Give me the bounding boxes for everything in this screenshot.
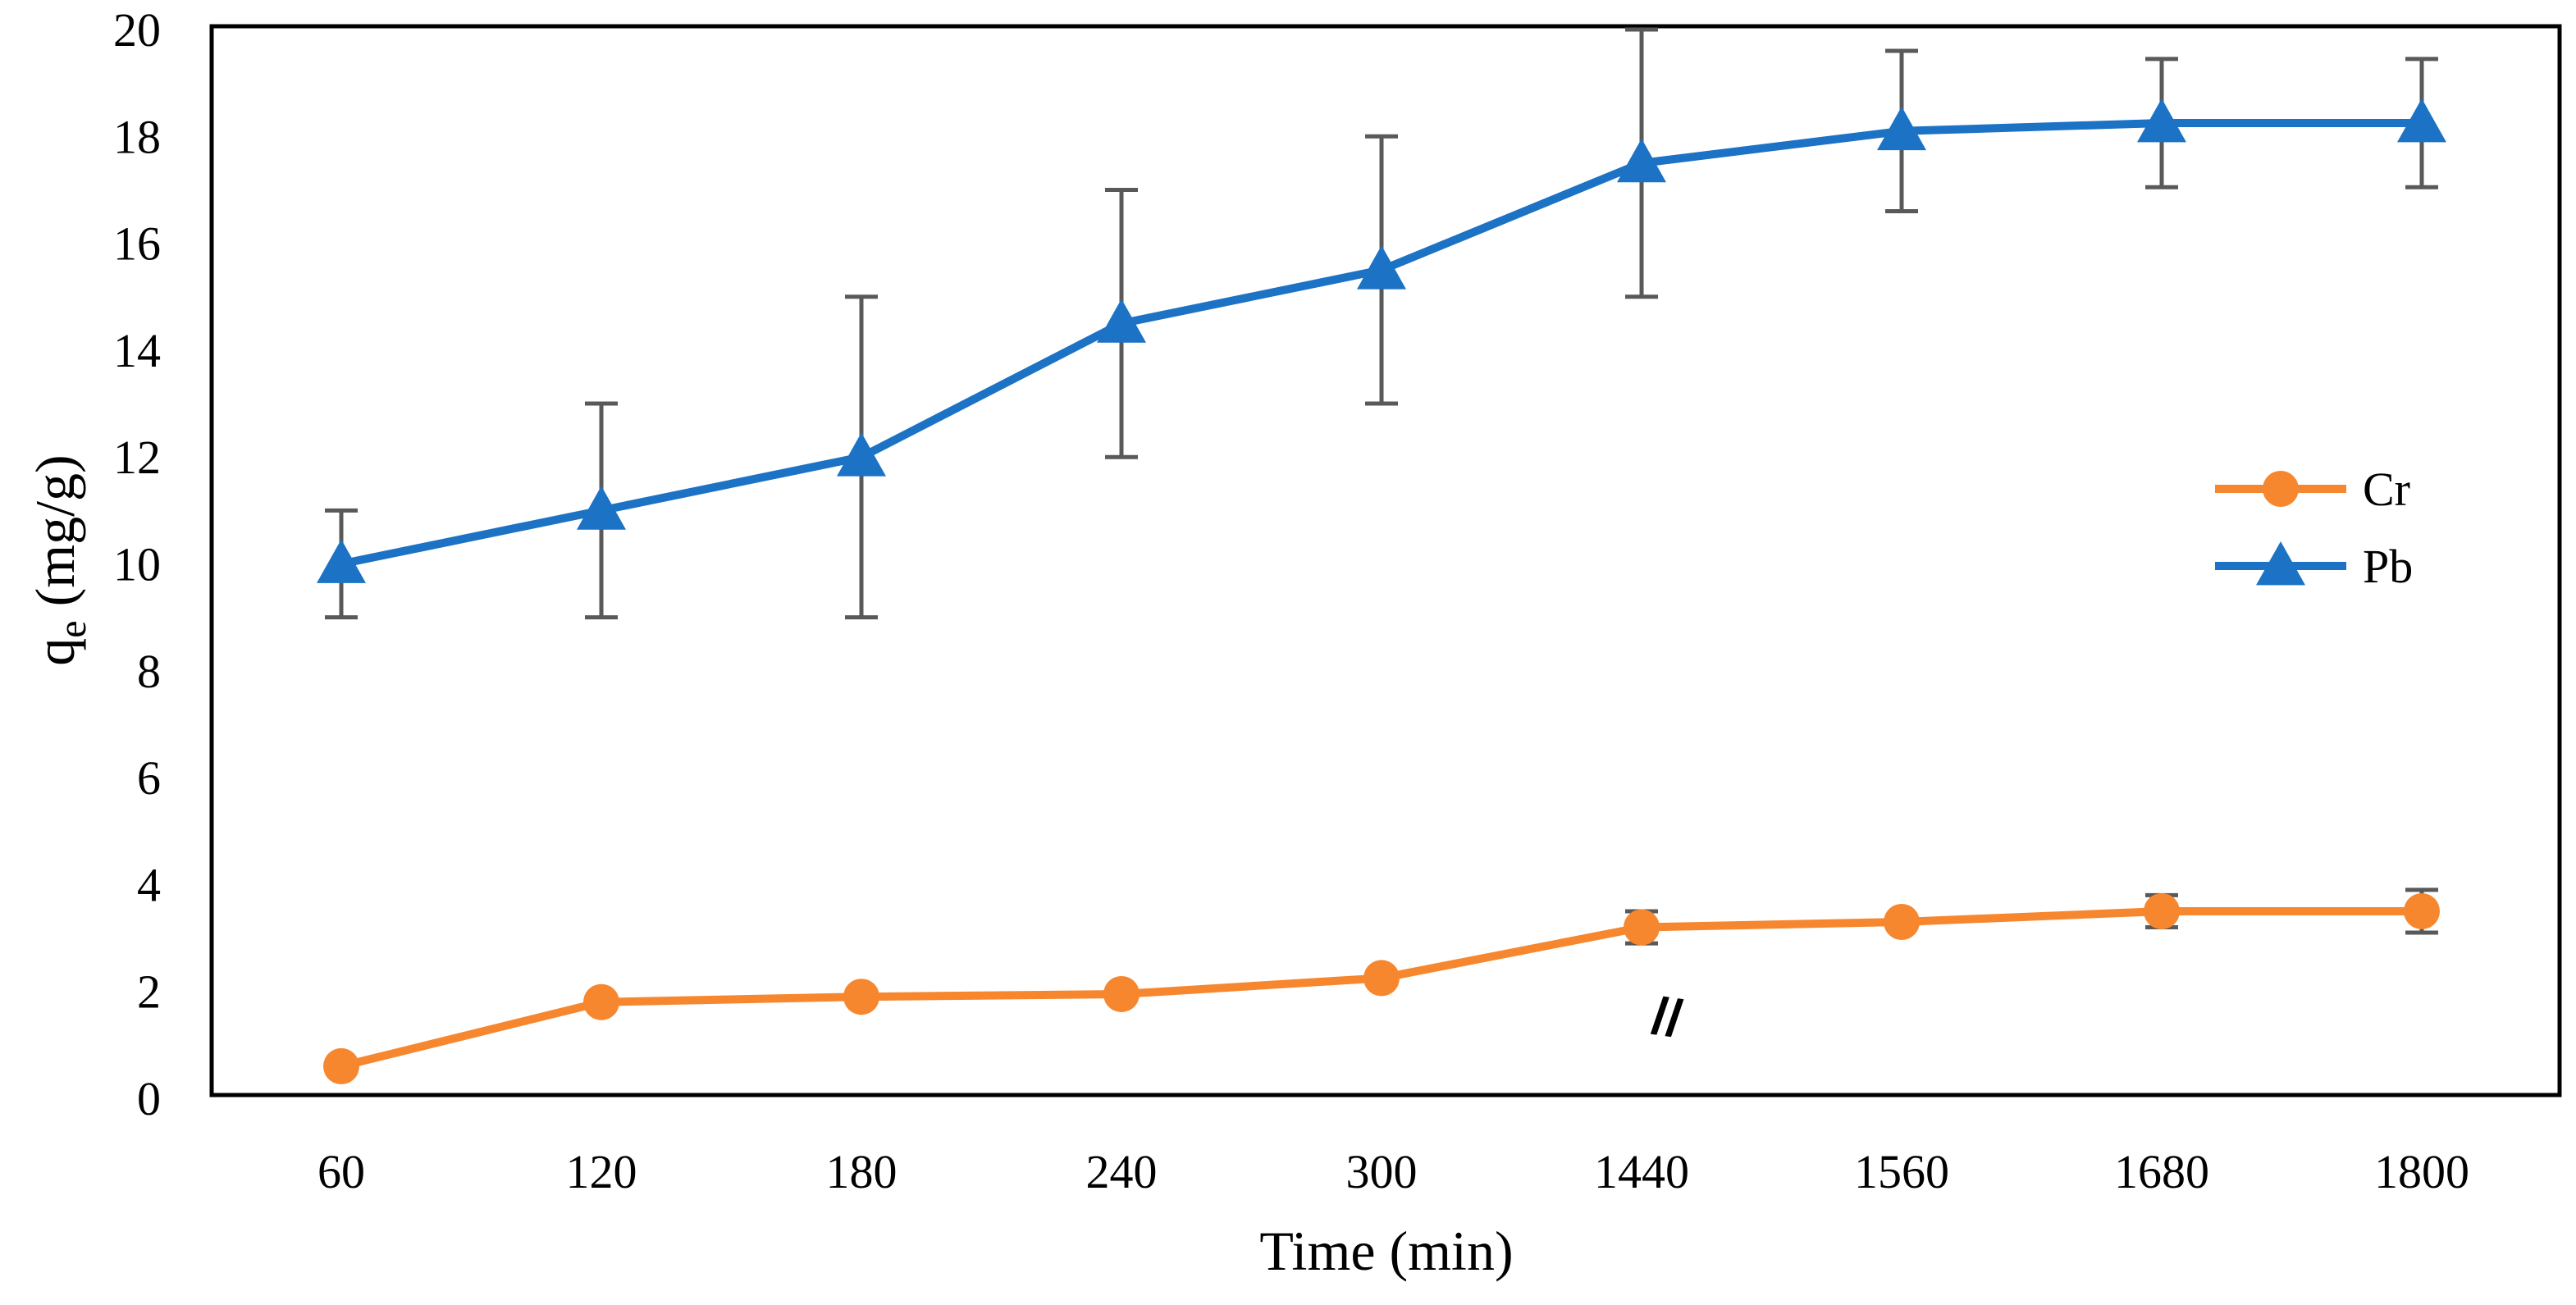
- data-point-cr: [323, 1047, 359, 1084]
- data-point-cr: [2144, 892, 2180, 929]
- x-tick-label: 240: [1086, 1145, 1158, 1198]
- plot-area-frame: [209, 24, 2562, 1097]
- legend-marker-pb: [2256, 541, 2305, 586]
- data-point-cr: [1363, 960, 1400, 997]
- y-tick-label: 16: [113, 217, 161, 271]
- x-tick-label: 120: [566, 1145, 637, 1198]
- x-tick-label: 1680: [2114, 1145, 2209, 1198]
- y-tick-label: 20: [113, 3, 161, 57]
- y-tick-label: 18: [113, 110, 161, 163]
- x-tick-labels: 60 120 180 240 300 1440 1560 1680 1800: [317, 1145, 2469, 1198]
- y-tick-labels: 0 2 4 6 8 10 12 14 16 18 20: [113, 3, 161, 1125]
- y-tick-label: 4: [137, 858, 161, 911]
- data-point-pb: [1617, 138, 1666, 183]
- data-point-pb: [1097, 299, 1146, 343]
- x-tick-label: 1440: [1594, 1145, 1689, 1198]
- data-markers: [317, 98, 2446, 1084]
- legend: Cr Pb: [2215, 463, 2413, 593]
- data-point-pb: [577, 486, 626, 530]
- data-point-cr: [1624, 909, 1660, 946]
- error-bars: [325, 27, 2438, 946]
- data-point-cr: [583, 983, 619, 1020]
- legend-label-cr: Cr: [2363, 463, 2410, 516]
- data-point-pb: [837, 432, 886, 477]
- y-axis-title-subscript: e: [51, 620, 94, 637]
- x-tick-label: 1560: [1854, 1145, 1949, 1198]
- x-tick-label: 60: [317, 1145, 365, 1198]
- y-tick-label: 10: [113, 538, 161, 591]
- data-point-cr: [1884, 904, 1920, 941]
- data-point-cr: [1103, 975, 1140, 1012]
- data-point-pb: [1877, 106, 1926, 151]
- y-axis-title-unit: (mg/g): [24, 454, 86, 620]
- y-tick-label: 6: [137, 751, 161, 805]
- data-point-cr: [2404, 892, 2440, 929]
- data-point-pb: [2137, 98, 2186, 143]
- x-tick-label: 180: [826, 1145, 897, 1198]
- data-point-pb: [2397, 98, 2446, 143]
- y-axis-title-main: q: [24, 638, 86, 666]
- y-tick-label: 12: [113, 431, 161, 484]
- x-tick-label: 1800: [2374, 1145, 2469, 1198]
- data-point-cr: [843, 979, 879, 1015]
- legend-marker-cr: [2263, 471, 2299, 507]
- legend-label-pb: Pb: [2363, 540, 2413, 593]
- y-tick-label: 14: [113, 324, 161, 377]
- x-tick-label: 300: [1346, 1145, 1418, 1198]
- y-tick-label: 2: [137, 965, 161, 1019]
- x-axis-title: Time (min): [1259, 1220, 1513, 1282]
- axis-break-marker: //: [1648, 986, 1685, 1048]
- y-tick-label: 8: [137, 645, 161, 698]
- data-point-pb: [317, 539, 366, 583]
- y-tick-label: 0: [137, 1072, 161, 1125]
- data-point-pb: [1357, 245, 1406, 290]
- y-axis-title: qe (mg/g): [24, 454, 94, 665]
